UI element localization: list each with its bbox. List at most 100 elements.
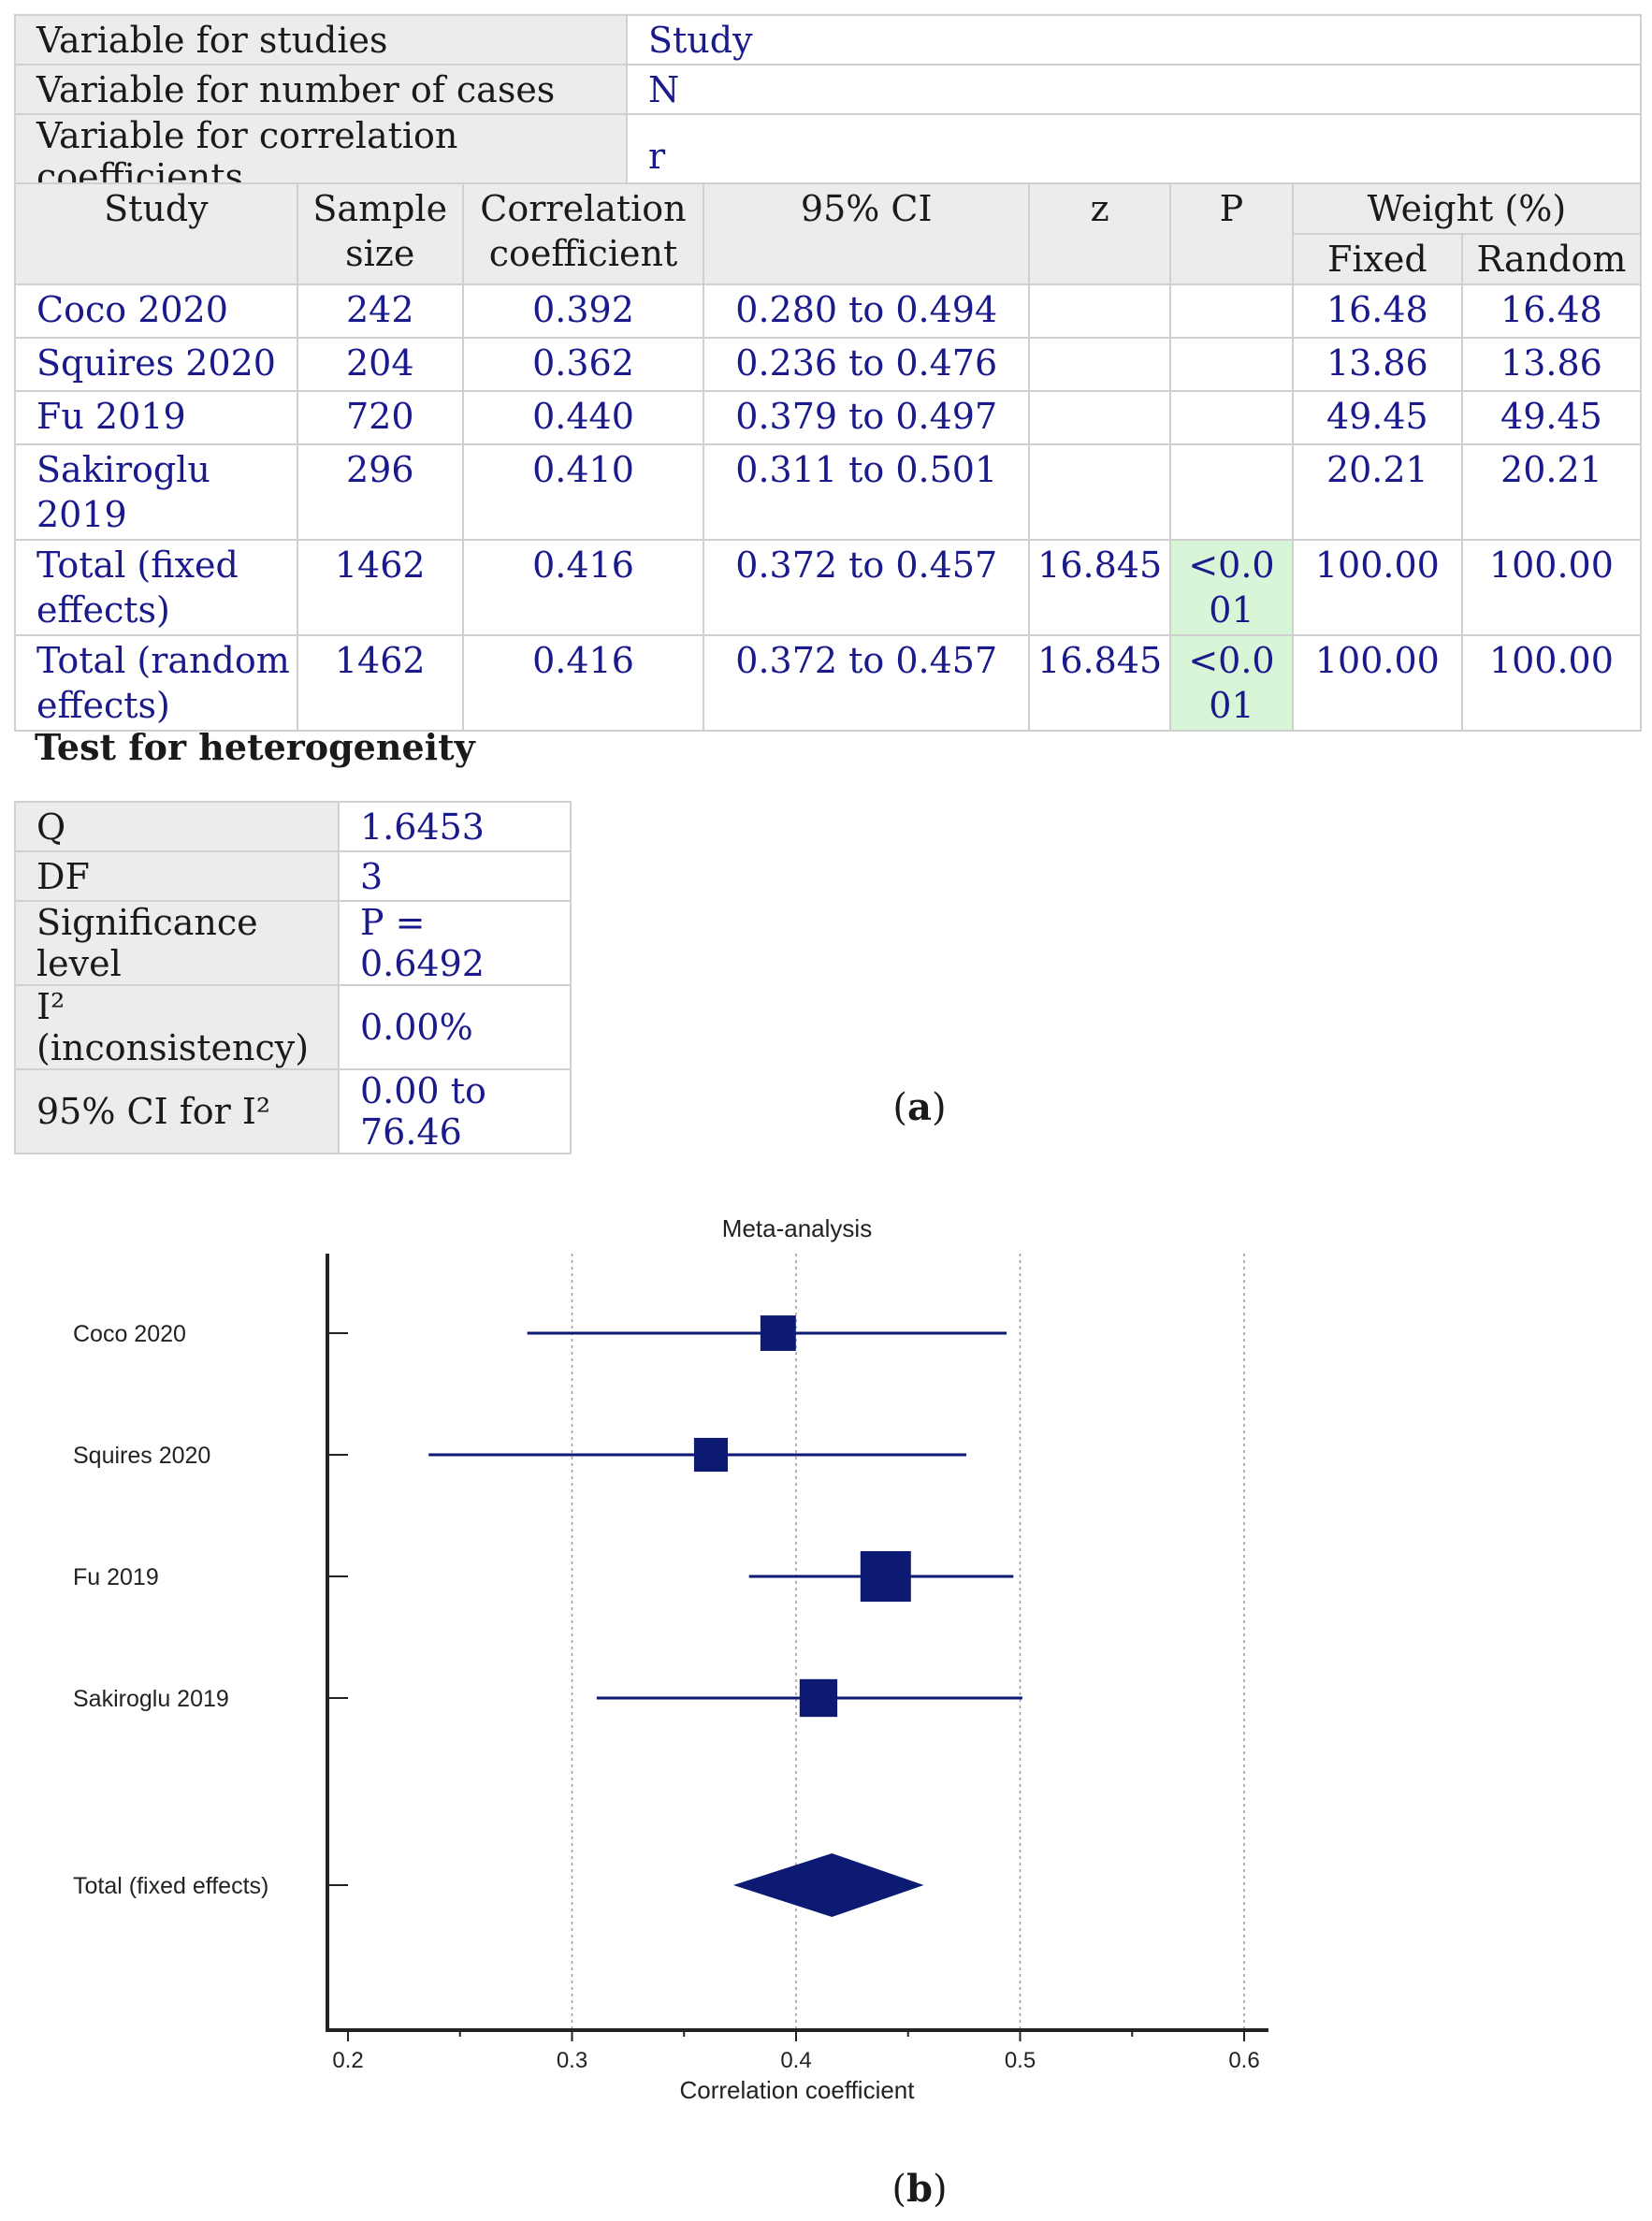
effect-square — [799, 1678, 838, 1718]
variable-label: Variable for studies — [14, 14, 628, 65]
header-sample-size-line2: size — [345, 233, 415, 274]
study-label: Coco 2020 — [73, 1321, 186, 1347]
variable-row: Variable for studies Study — [14, 14, 1642, 65]
study-label: Sakiroglu 2019 — [73, 1686, 229, 1712]
z — [1028, 283, 1172, 339]
study-name: Sakiroglu 2019 — [14, 443, 298, 541]
header-fixed: Fixed — [1291, 233, 1463, 285]
header-row: Study Sample size Correlation coefficien… — [14, 182, 1643, 285]
heterogeneity-row: DF 3 — [14, 850, 572, 902]
study-name-line2: effects) — [36, 685, 170, 726]
study-name: Total (random effects) — [14, 634, 298, 732]
p — [1169, 443, 1294, 541]
study-label: Fu 2019 — [73, 1564, 159, 1590]
caption-b-letter: b — [906, 2167, 933, 2211]
effect-square — [760, 1315, 796, 1351]
header-ci: 95% CI — [703, 182, 1031, 285]
p-line1: <0.0 — [1188, 544, 1275, 586]
sample-size: 1462 — [296, 634, 464, 732]
header-p: P — [1169, 182, 1294, 285]
heterogeneity-row: Significance level P = 0.6492 — [14, 900, 572, 986]
study-name-line1: Total (random — [36, 640, 290, 681]
caption-a: (a) — [892, 1085, 947, 1129]
heterogeneity-row: I² (inconsistency) 0.00% — [14, 984, 572, 1070]
header-weight: Weight (%) — [1291, 182, 1643, 235]
study-name: Coco 2020 — [14, 283, 298, 339]
study-name: Squires 2020 — [14, 337, 298, 392]
weight-random: 100.00 — [1460, 634, 1643, 732]
p-line1: <0.0 — [1188, 640, 1275, 681]
p-line2: 01 — [1209, 589, 1254, 631]
sample-size: 1462 — [296, 539, 464, 636]
table-row: Squires 2020 204 0.362 0.236 to 0.476 13… — [14, 337, 1643, 392]
heterogeneity-label: I² (inconsistency) — [14, 984, 340, 1070]
header-sample-size-line1: Sample — [312, 188, 448, 229]
caption-a-letter: a — [907, 1085, 932, 1129]
study-name: Fu 2019 — [14, 390, 298, 445]
ci: 0.236 to 0.476 — [703, 337, 1031, 392]
header-random: Random — [1460, 233, 1643, 285]
table-row: Coco 2020 242 0.392 0.280 to 0.494 16.48… — [14, 283, 1643, 339]
p — [1169, 337, 1294, 392]
weight-fixed: 20.21 — [1291, 443, 1463, 541]
sample-size: 296 — [296, 443, 464, 541]
x-tick-label: 0.2 — [332, 2048, 363, 2073]
study-name-line1: Total (fixed — [36, 544, 239, 586]
heterogeneity-value: 3 — [338, 850, 572, 902]
variable-label: Variable for number of cases — [14, 64, 628, 115]
grid-lines — [571, 1254, 1245, 2030]
weight-random: 20.21 — [1460, 443, 1643, 541]
heterogeneity-row: Q 1.6453 — [14, 801, 572, 852]
caption-b: (b) — [891, 2167, 948, 2211]
variable-value: N — [626, 64, 1642, 115]
variables-table: Variable for studies Study Variable for … — [14, 14, 1642, 199]
table-row: Sakiroglu 2019 296 0.410 0.311 to 0.501 … — [14, 443, 1643, 541]
heterogeneity-value: P = 0.6492 — [338, 900, 572, 986]
heterogeneity-value: 1.6453 — [338, 801, 572, 852]
x-tick-label: 0.3 — [557, 2048, 587, 2073]
heterogeneity-label: 95% CI for I² — [14, 1068, 340, 1154]
ci: 0.379 to 0.497 — [703, 390, 1031, 445]
study-marks: Coco 2020 Squires 2020 Fu 2019 Sakiroglu 20… — [73, 1315, 1022, 1718]
total-diamond — [732, 1853, 924, 1917]
heterogeneity-value: 0.00 to 76.46 — [338, 1068, 572, 1154]
total-row-fixed: Total (fixed effects) 1462 0.416 0.372 t… — [14, 539, 1643, 636]
variable-row: Variable for number of cases N — [14, 64, 1642, 115]
z: 16.845 — [1028, 539, 1172, 636]
correlation: 0.362 — [461, 337, 705, 392]
x-ticks: 0.2 0.3 0.4 0.5 0.6 — [332, 2030, 1260, 2073]
forest-plot: Meta-analysis 0.2 0.3 0.4 0.5 0.6 Coco 2020 S… — [73, 1214, 1268, 2104]
study-name: Total (fixed effects) — [14, 539, 298, 636]
z — [1028, 443, 1172, 541]
header-study: Study — [14, 182, 298, 285]
weight-fixed: 100.00 — [1291, 634, 1463, 732]
heterogeneity-label: Significance level — [14, 900, 340, 986]
p: <0.0 01 — [1169, 634, 1294, 732]
heterogeneity-label: Q — [14, 801, 340, 852]
ci: 0.280 to 0.494 — [703, 283, 1031, 339]
heterogeneity-row: 95% CI for I² 0.00 to 76.46 — [14, 1068, 572, 1154]
chart-title: Meta-analysis — [722, 1214, 872, 1242]
effect-square — [693, 1437, 729, 1473]
table-row: Fu 2019 720 0.440 0.379 to 0.497 49.45 4… — [14, 390, 1643, 445]
weight-random: 16.48 — [1460, 283, 1643, 339]
p — [1169, 283, 1294, 339]
weight-random: 13.86 — [1460, 337, 1643, 392]
p-line2: 01 — [1209, 685, 1254, 726]
weight-fixed: 13.86 — [1291, 337, 1463, 392]
z — [1028, 390, 1172, 445]
correlation: 0.416 — [461, 634, 705, 732]
sample-size: 720 — [296, 390, 464, 445]
effect-square — [860, 1551, 911, 1602]
correlation: 0.392 — [461, 283, 705, 339]
total-row-random: Total (random effects) 1462 0.416 0.372 … — [14, 634, 1643, 732]
x-tick-label: 0.5 — [1005, 2048, 1036, 2073]
sample-size: 204 — [296, 337, 464, 392]
ci: 0.311 to 0.501 — [703, 443, 1031, 541]
correlation: 0.416 — [461, 539, 705, 636]
p — [1169, 390, 1294, 445]
z — [1028, 337, 1172, 392]
correlation: 0.440 — [461, 390, 705, 445]
heterogeneity-value: 0.00% — [338, 984, 572, 1070]
header-z: z — [1028, 182, 1172, 285]
